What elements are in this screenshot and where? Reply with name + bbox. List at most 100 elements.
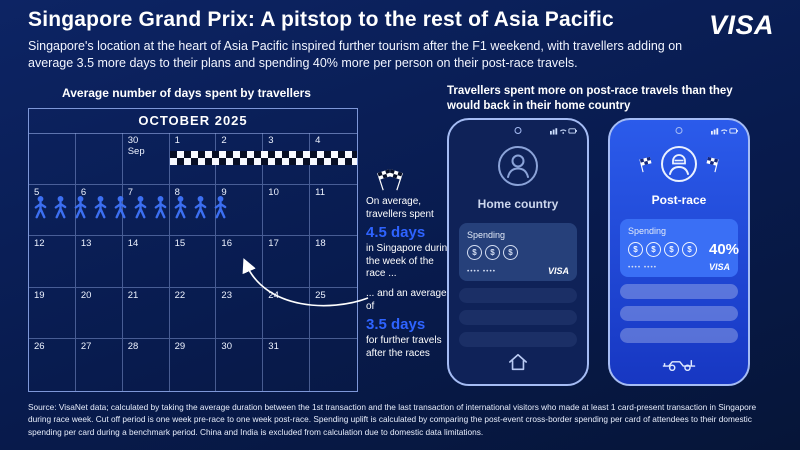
person-icon bbox=[498, 146, 538, 186]
coins-row: $ $ $ $ 40% bbox=[628, 241, 739, 258]
skeleton-bar bbox=[459, 288, 577, 303]
camera-icon bbox=[675, 127, 683, 134]
calendar-title: OCTOBER 2025 bbox=[29, 109, 357, 134]
calendar-cell: 25 bbox=[310, 288, 357, 340]
masked-card-number: •••• •••• bbox=[628, 264, 658, 271]
racer-avatar bbox=[659, 144, 699, 184]
spending-card-home: Spending $ $ $ •••• •••• VISA bbox=[459, 223, 577, 281]
dollar-coin-icon: $ bbox=[467, 245, 482, 260]
walking-person-icon bbox=[212, 194, 229, 220]
walking-person-icon bbox=[92, 194, 109, 220]
calendar: OCTOBER 2025 30 Sep 1 2 3 4 5 6 7 8 9 10 11 12 13 14 15… bbox=[28, 108, 358, 392]
checkered-flag-icon bbox=[706, 156, 719, 172]
annotation-race-line2: in Singapore during the week of the race… bbox=[366, 242, 453, 280]
card-title: Spending bbox=[467, 230, 506, 240]
racer-icon bbox=[661, 146, 697, 182]
dollar-coin-icon: $ bbox=[503, 245, 518, 260]
page-title: Singapore Grand Prix: A pitstop to the r… bbox=[28, 8, 614, 31]
calendar-cell: 15 bbox=[169, 236, 217, 288]
annotation-post-line1: ... and an average of bbox=[366, 288, 447, 312]
calendar-cell: 30 bbox=[216, 339, 264, 391]
annotation-race-line1: On average, travellers spent bbox=[366, 196, 434, 220]
travellers-walking-icons bbox=[32, 194, 260, 220]
annotation-race-value: 4.5 days bbox=[366, 223, 426, 241]
dollar-coin-icon: $ bbox=[646, 242, 661, 257]
calendar-cell: 31 bbox=[263, 339, 311, 391]
calendar-cell: 17 bbox=[263, 236, 311, 288]
annotation-post: ... and an average of 3.5 days for furth… bbox=[366, 288, 454, 360]
status-bar-icons bbox=[550, 128, 577, 135]
skeleton-bar bbox=[620, 328, 738, 343]
calendar-cell: 11 bbox=[310, 185, 357, 237]
calendar-cell: 27 bbox=[76, 339, 123, 391]
uplift-value: 40% bbox=[709, 241, 740, 258]
calendar-cell: 22 bbox=[169, 287, 217, 340]
calendar-cell bbox=[310, 339, 357, 391]
phone-post-race: Post-race Spending $ $ $ $ 40% •••• ••••… bbox=[608, 118, 750, 386]
visa-card-logo: VISA bbox=[547, 266, 569, 276]
calendar-cell: 26 bbox=[29, 339, 76, 391]
checkered-flag-icon bbox=[639, 156, 652, 172]
annotation-race: On average, travellers spent 4.5 days in… bbox=[366, 196, 454, 281]
calendar-cell: 21 bbox=[122, 287, 170, 340]
annotation-post-line2: for further travels after the races bbox=[366, 334, 442, 359]
skeleton-bar bbox=[459, 332, 577, 347]
masked-card-number: •••• •••• bbox=[467, 268, 497, 275]
calendar-cell: 14 bbox=[122, 236, 170, 288]
walking-person-icon bbox=[32, 194, 49, 220]
spending-card-post: Spending $ $ $ $ 40% •••• •••• VISA bbox=[620, 219, 739, 277]
race-car-icon bbox=[662, 360, 696, 372]
left-section-heading: Average number of days spent by travelle… bbox=[62, 86, 311, 100]
curved-arrow bbox=[242, 258, 369, 307]
phone-home-country: Home country Spending $ $ $ •••• •••• VI… bbox=[447, 118, 589, 386]
home-country-label: Home country bbox=[477, 197, 559, 211]
calendar-cell: 29 bbox=[170, 339, 217, 391]
calendar-cell: 18 bbox=[310, 236, 357, 288]
skeleton-bar bbox=[620, 284, 738, 299]
calendar-cell: 13 bbox=[75, 236, 123, 288]
coins-row: $ $ $ bbox=[467, 245, 569, 260]
crossed-flags-icon bbox=[377, 169, 403, 191]
calendar-cell: 4 bbox=[310, 133, 357, 185]
calendar-cell: 8 bbox=[169, 184, 217, 237]
calendar-cell: 7 bbox=[122, 184, 170, 237]
calendar-cell: 23 bbox=[216, 287, 264, 340]
walking-person-icon bbox=[132, 194, 149, 220]
dollar-coin-icon: $ bbox=[628, 242, 643, 257]
skeleton-bar bbox=[459, 310, 577, 325]
camera-icon bbox=[514, 127, 522, 134]
calendar-cell: 19 bbox=[29, 287, 76, 340]
calendar-cell: 20 bbox=[75, 287, 123, 340]
source-text: Source: VisaNet data; calculated by taki… bbox=[28, 402, 757, 437]
home-icon bbox=[509, 353, 527, 371]
calendar-cell: 16 bbox=[216, 236, 264, 288]
calendar-cell: 9 bbox=[216, 184, 264, 237]
calendar-cell: 12 bbox=[29, 236, 76, 288]
calendar-cell: 24 bbox=[263, 287, 311, 340]
racer-avatar-row bbox=[639, 144, 719, 184]
walking-person-icon bbox=[172, 194, 189, 220]
calendar-cell bbox=[29, 133, 76, 185]
card-title: Spending bbox=[628, 226, 667, 236]
walking-person-icon bbox=[192, 194, 209, 220]
status-bar-icons bbox=[711, 128, 738, 135]
calendar-grid: 30 Sep 1 2 3 4 5 6 7 8 9 10 11 12 13 14 15 16 17 18 19 20 21 2… bbox=[29, 133, 357, 391]
annotation-post-value: 3.5 days bbox=[366, 315, 426, 333]
walking-person-icon bbox=[72, 194, 89, 220]
dollar-coin-icon: $ bbox=[664, 242, 679, 257]
calendar-cell: 30 Sep bbox=[122, 133, 170, 185]
visa-card-logo: VISA bbox=[708, 262, 730, 272]
post-race-label: Post-race bbox=[651, 193, 707, 207]
calendar-cell bbox=[75, 133, 123, 185]
right-section-heading: Travellers spent more on post-race trave… bbox=[447, 85, 733, 112]
calendar-cell: 28 bbox=[123, 339, 170, 391]
walking-person-icon bbox=[52, 194, 69, 220]
calendar-cell: 5 bbox=[29, 184, 76, 237]
home-avatar bbox=[496, 144, 540, 188]
calendar-cell: 10 bbox=[263, 184, 311, 237]
skeleton-bar bbox=[620, 306, 738, 321]
dollar-coin-icon: $ bbox=[682, 242, 697, 257]
page-subtitle: Singapore's location at the heart of Asi… bbox=[28, 39, 683, 70]
walking-person-icon bbox=[152, 194, 169, 220]
